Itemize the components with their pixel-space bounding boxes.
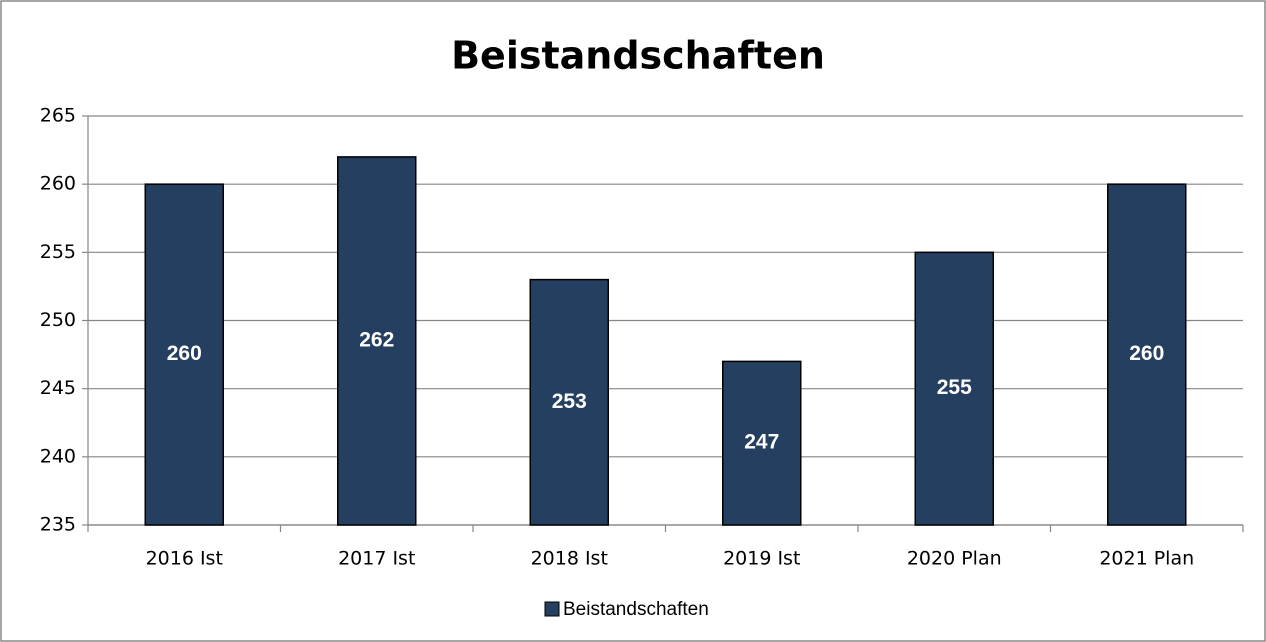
x-tick-label: 2016 Ist	[146, 548, 223, 570]
bar	[529, 278, 609, 526]
data-label: 260	[1129, 342, 1164, 365]
legend-swatch	[544, 601, 560, 617]
y-tick-label: 235	[40, 514, 76, 536]
data-label: 247	[744, 431, 779, 454]
x-tick-label: 2020 Plan	[907, 548, 1002, 570]
bar	[914, 251, 994, 526]
bar	[144, 183, 224, 526]
data-label: 262	[359, 328, 394, 351]
data-label: 260	[167, 342, 202, 365]
y-tick-label: 245	[40, 377, 76, 399]
bar	[337, 156, 417, 526]
bar	[722, 360, 802, 526]
y-tick-label: 265	[40, 105, 76, 127]
x-tick-label: 2021 Plan	[1099, 548, 1194, 570]
y-tick-label: 255	[40, 241, 76, 263]
legend-label: Beistandschaften	[563, 599, 709, 620]
y-tick-label: 250	[40, 309, 76, 331]
chart-title: Beistandschaften	[451, 34, 825, 78]
x-tick-label: 2018 Ist	[531, 548, 608, 570]
data-label: 255	[937, 376, 972, 399]
data-label: 253	[552, 390, 587, 413]
y-tick-label: 260	[40, 173, 76, 195]
y-tick-label: 240	[40, 445, 76, 467]
bar	[1107, 183, 1187, 526]
x-tick-label: 2017 Ist	[338, 548, 415, 570]
x-tick-label: 2019 Ist	[723, 548, 800, 570]
